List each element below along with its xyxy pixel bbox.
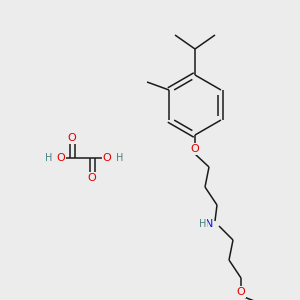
Text: O: O bbox=[57, 153, 65, 163]
Text: H: H bbox=[45, 153, 52, 163]
Text: O: O bbox=[88, 173, 96, 183]
Text: H: H bbox=[116, 153, 123, 163]
Text: O: O bbox=[68, 133, 76, 143]
Text: H: H bbox=[199, 219, 207, 229]
Text: O: O bbox=[103, 153, 111, 163]
Text: O: O bbox=[237, 287, 245, 297]
Text: N: N bbox=[205, 219, 213, 229]
Text: O: O bbox=[190, 144, 200, 154]
